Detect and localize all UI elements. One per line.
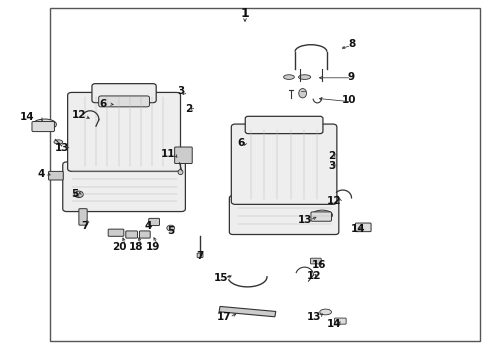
FancyBboxPatch shape bbox=[245, 116, 323, 134]
Text: 5: 5 bbox=[72, 189, 78, 199]
Text: 13: 13 bbox=[297, 215, 312, 225]
FancyBboxPatch shape bbox=[149, 219, 159, 226]
FancyBboxPatch shape bbox=[49, 171, 63, 180]
Text: 6: 6 bbox=[99, 99, 107, 109]
Text: 19: 19 bbox=[146, 242, 160, 252]
Polygon shape bbox=[219, 306, 276, 317]
Text: 4: 4 bbox=[37, 168, 45, 179]
Text: 2: 2 bbox=[328, 150, 336, 161]
Text: 3: 3 bbox=[328, 161, 336, 171]
Text: 8: 8 bbox=[348, 40, 355, 49]
FancyBboxPatch shape bbox=[126, 231, 138, 238]
FancyBboxPatch shape bbox=[355, 223, 371, 231]
FancyBboxPatch shape bbox=[311, 212, 331, 221]
Circle shape bbox=[167, 225, 174, 231]
Text: 2: 2 bbox=[185, 104, 193, 114]
FancyBboxPatch shape bbox=[334, 318, 346, 324]
FancyBboxPatch shape bbox=[140, 231, 150, 238]
FancyBboxPatch shape bbox=[63, 162, 185, 212]
Text: 14: 14 bbox=[20, 112, 35, 122]
Text: 12: 12 bbox=[72, 111, 86, 121]
Ellipse shape bbox=[284, 75, 294, 80]
Text: 7: 7 bbox=[196, 251, 204, 261]
Text: 12: 12 bbox=[307, 271, 321, 281]
Text: 20: 20 bbox=[112, 242, 126, 252]
FancyBboxPatch shape bbox=[174, 147, 192, 163]
Text: 14: 14 bbox=[351, 225, 366, 234]
Text: 5: 5 bbox=[167, 226, 174, 236]
Text: 6: 6 bbox=[238, 139, 245, 148]
FancyBboxPatch shape bbox=[231, 124, 337, 204]
Text: 17: 17 bbox=[217, 312, 232, 322]
FancyBboxPatch shape bbox=[92, 84, 156, 103]
FancyBboxPatch shape bbox=[229, 195, 339, 234]
Ellipse shape bbox=[298, 75, 311, 80]
Ellipse shape bbox=[33, 119, 56, 130]
Text: 13: 13 bbox=[54, 143, 69, 153]
FancyBboxPatch shape bbox=[311, 258, 321, 264]
Text: 10: 10 bbox=[342, 95, 356, 105]
Text: 18: 18 bbox=[129, 242, 144, 252]
Text: 1: 1 bbox=[241, 7, 249, 20]
Text: 7: 7 bbox=[81, 221, 88, 231]
Text: 14: 14 bbox=[327, 319, 341, 329]
FancyBboxPatch shape bbox=[108, 229, 124, 236]
Text: 15: 15 bbox=[214, 273, 229, 283]
FancyBboxPatch shape bbox=[98, 96, 149, 107]
Text: 11: 11 bbox=[161, 149, 175, 159]
Circle shape bbox=[74, 191, 83, 198]
Ellipse shape bbox=[320, 309, 331, 315]
FancyBboxPatch shape bbox=[32, 122, 54, 132]
Text: 13: 13 bbox=[307, 312, 321, 322]
Text: 4: 4 bbox=[145, 221, 152, 231]
FancyBboxPatch shape bbox=[197, 253, 203, 257]
Ellipse shape bbox=[299, 89, 307, 98]
Ellipse shape bbox=[54, 140, 63, 144]
Text: 3: 3 bbox=[177, 86, 184, 96]
FancyBboxPatch shape bbox=[79, 209, 87, 225]
Bar bbox=[49, 8, 480, 341]
Ellipse shape bbox=[312, 210, 332, 220]
FancyBboxPatch shape bbox=[68, 93, 180, 171]
Ellipse shape bbox=[178, 170, 183, 175]
Text: 9: 9 bbox=[348, 72, 355, 82]
Text: 12: 12 bbox=[327, 196, 341, 206]
Text: 16: 16 bbox=[312, 260, 326, 270]
